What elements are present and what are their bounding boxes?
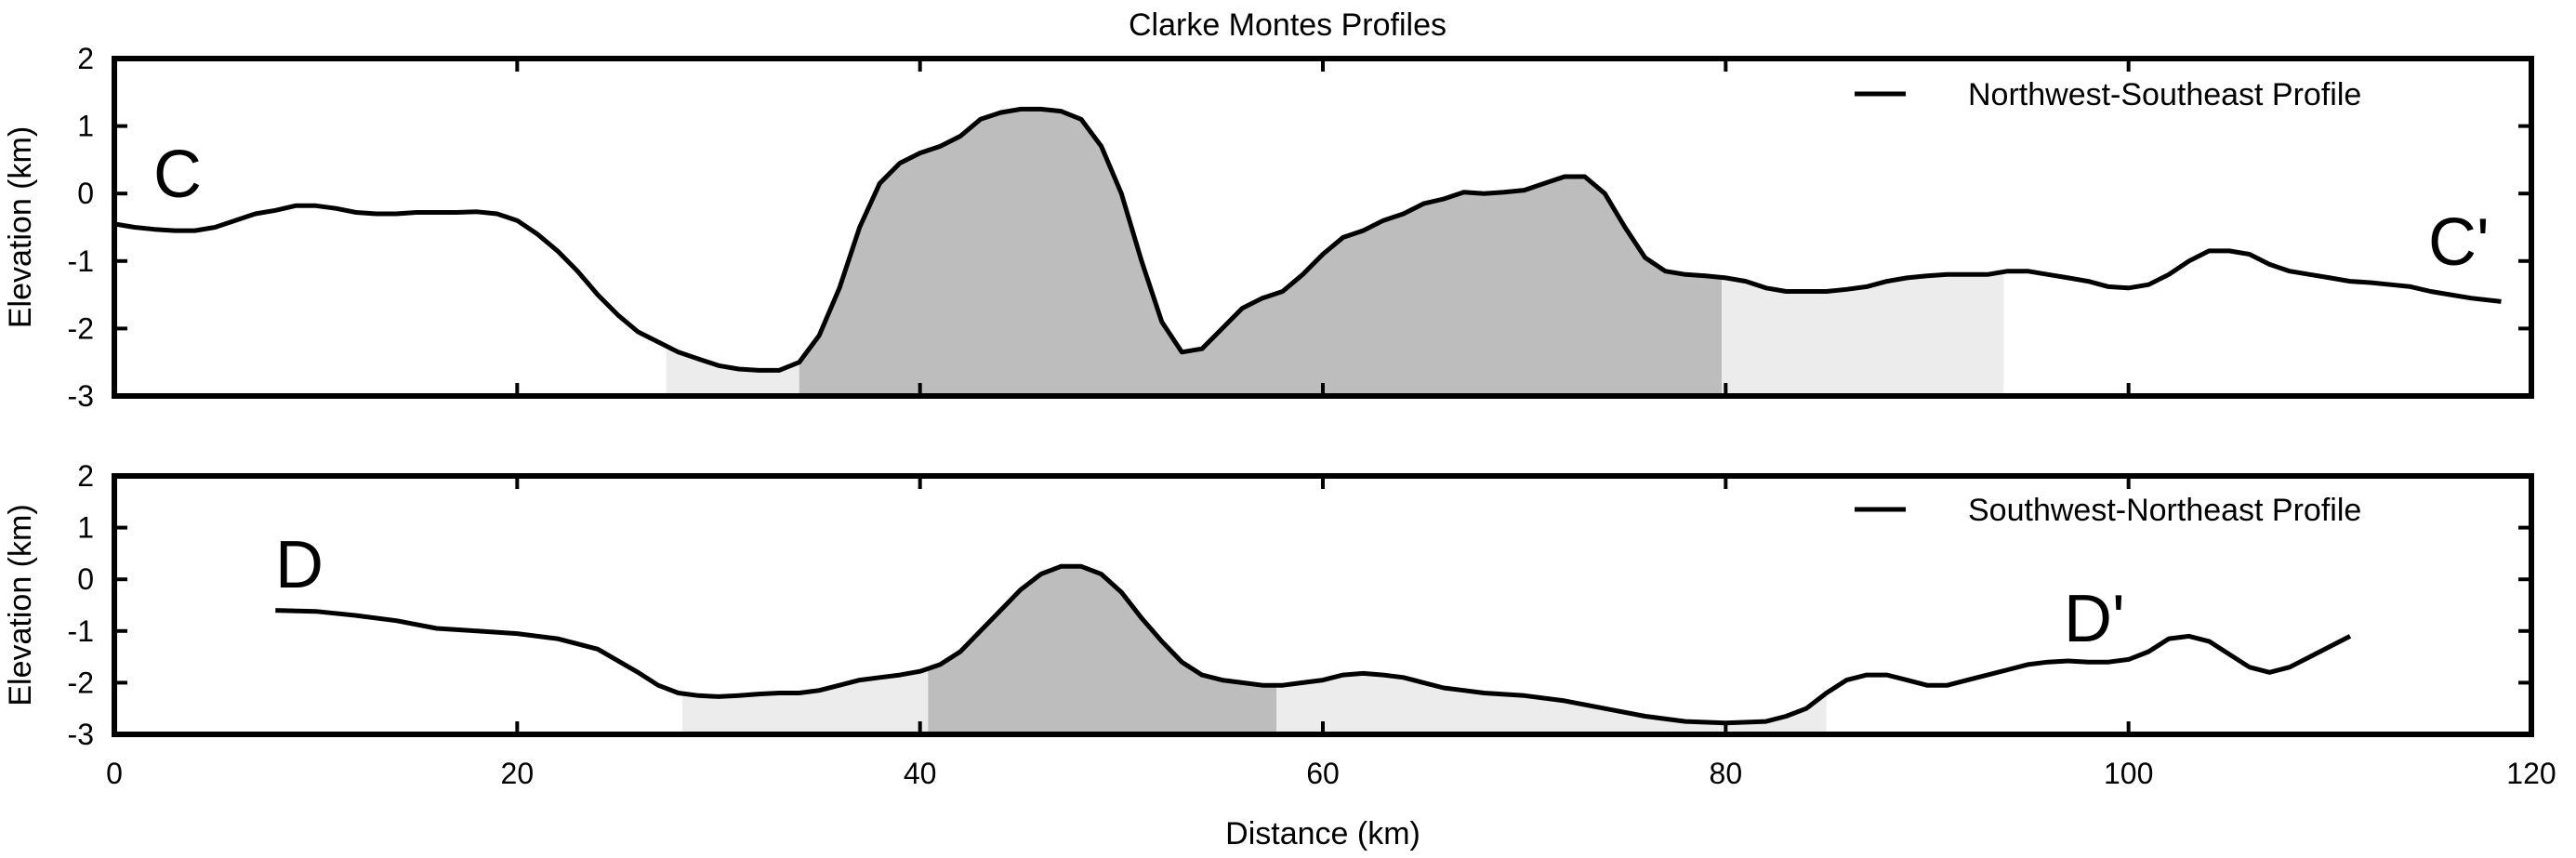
y-tick-label-bottom: 1 xyxy=(77,511,94,545)
shaded-region-top-1 xyxy=(799,109,1722,397)
legend-label-bottom: Southwest-Northeast Profile xyxy=(1968,493,2361,528)
shaded-region-bottom-2 xyxy=(1276,673,1827,734)
panel-top: 2 1 0 -1 -2 -3 Elevation (km) Northwest-Southea… xyxy=(3,42,2534,413)
shaded-region-bottom-0 xyxy=(682,668,929,734)
shaded-region-top-2 xyxy=(1722,271,2004,396)
y-tick-label-top: -2 xyxy=(68,311,94,345)
x-tick-labels: 0 20 40 60 80 100 120 xyxy=(106,757,2556,790)
y-tick-label-bottom: -2 xyxy=(68,666,94,699)
y-tick-label-top: -3 xyxy=(68,379,94,413)
y-tick-label-top: 1 xyxy=(77,110,94,143)
legend-label-top: Northwest-Southeast Profile xyxy=(1968,77,2361,112)
end-label-bottom: D' xyxy=(2064,582,2125,656)
y-axis-label-top: Elevation (km) xyxy=(3,126,38,328)
y-tick-label-bottom: 2 xyxy=(77,459,94,493)
start-label-top: C xyxy=(153,138,202,212)
profile-line-bottom xyxy=(275,563,2352,726)
x-tick-label: 0 xyxy=(106,757,123,790)
x-axis-label: Distance (km) xyxy=(1225,816,1420,851)
y-tick-label-top: 2 xyxy=(77,42,94,75)
x-tick-label: 100 xyxy=(2104,757,2153,790)
shaded-region-top-0 xyxy=(666,346,799,396)
y-tick-label-top: 0 xyxy=(77,177,94,210)
x-tick-label: 60 xyxy=(1306,757,1340,790)
y-tick-label-bottom: -1 xyxy=(68,614,94,648)
y-axis-label-bottom: Elevation (km) xyxy=(3,504,38,706)
chart-title: Clarke Montes Profiles xyxy=(1129,7,1447,43)
y-tick-label-top: -1 xyxy=(68,244,94,278)
start-label-bottom: D xyxy=(275,528,324,602)
x-tick-label: 20 xyxy=(501,757,535,790)
x-tick-label: 120 xyxy=(2506,757,2556,790)
panel-bottom: 2 1 0 -1 -2 -3 Elevation (km) Southwest-Northea… xyxy=(3,459,2534,751)
y-tick-label-bottom: 0 xyxy=(77,562,94,596)
end-label-top: C' xyxy=(2428,205,2490,280)
shaded-region-bottom-1 xyxy=(928,566,1277,734)
y-tick-label-bottom: -3 xyxy=(68,718,94,751)
profile-line-top xyxy=(113,106,2502,373)
x-tick-label: 40 xyxy=(904,757,937,790)
x-tick-label: 80 xyxy=(1710,757,1743,790)
